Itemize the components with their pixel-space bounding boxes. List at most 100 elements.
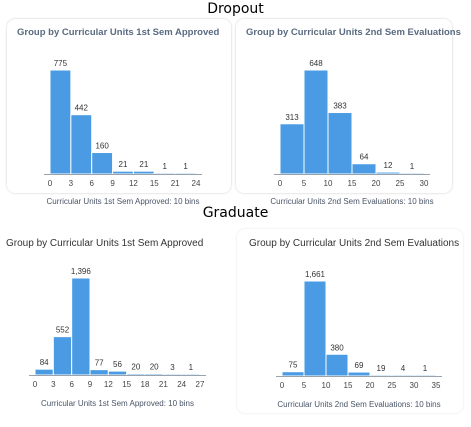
x-tick-label: 0 [33, 380, 38, 389]
histogram-bar [126, 373, 146, 376]
bar-value-label: 20 [150, 363, 159, 372]
bar-value-label: 1,661 [305, 270, 326, 279]
x-tick-label: 35 [432, 381, 441, 390]
bar-value-label: 84 [40, 358, 49, 367]
x-tick-label: 30 [420, 179, 429, 188]
x-tick-label: 12 [104, 380, 113, 389]
x-tick-label: 15 [344, 381, 353, 390]
histogram-bar [71, 277, 91, 376]
x-axis-label: Curricular Units 1st Sem Approved: 10 bi… [47, 197, 200, 206]
bar-value-label: 4 [401, 364, 406, 373]
x-tick-label: 21 [171, 179, 180, 188]
x-tick-label: 9 [110, 179, 115, 188]
x-tick-label: 21 [159, 380, 168, 389]
x-tick-label: 5 [302, 179, 307, 188]
x-tick-label: 3 [69, 179, 74, 188]
histogram-bar [325, 353, 349, 377]
x-tick-label: 24 [177, 380, 186, 389]
bar-value-label: 648 [309, 59, 323, 68]
histogram-bar [399, 172, 425, 175]
chart-title: Group by Curricular Units 1st Sem Approv… [17, 27, 220, 38]
x-tick-label: 0 [48, 179, 53, 188]
x-tick-label: 20 [366, 381, 375, 390]
bar-value-label: 1 [162, 162, 167, 171]
bar-value-label: 69 [355, 361, 364, 370]
bar-value-label: 19 [377, 364, 386, 373]
bar-value-label: 442 [75, 104, 89, 113]
bar-value-label: 21 [119, 160, 128, 169]
x-tick-label: 12 [129, 179, 138, 188]
bar-value-label: 1,396 [71, 267, 92, 276]
x-axis-label: Curricular Units 2nd Sem Evaluations: 10… [277, 400, 440, 409]
chart-card-graduate-1st-sem-approved: Group by Curricular Units 1st Sem Approv… [0, 229, 231, 413]
histogram-bar [132, 170, 155, 175]
bar-value-label: 3 [170, 363, 175, 372]
bar-value-label: 1 [183, 162, 188, 171]
histogram-bar [34, 368, 54, 376]
bar-value-label: 160 [95, 142, 109, 151]
histogram-bar [351, 163, 377, 175]
x-tick-label: 27 [196, 380, 205, 389]
histogram-bar [52, 336, 73, 376]
bar-value-label: 380 [330, 343, 344, 352]
histogram-bar [369, 374, 393, 377]
bar-value-label: 12 [384, 161, 393, 170]
histogram-bar [303, 280, 327, 377]
bar-value-label: 77 [95, 359, 104, 368]
bar-value-label: 64 [360, 153, 369, 162]
x-tick-label: 10 [322, 381, 331, 390]
bar-value-label: 75 [289, 361, 298, 370]
histogram-bar [391, 374, 415, 377]
x-tick-label: 25 [388, 381, 397, 390]
x-tick-label: 30 [410, 381, 419, 390]
x-tick-label: 3 [51, 380, 56, 389]
histogram-bar [174, 172, 197, 175]
x-tick-label: 0 [280, 381, 285, 390]
x-tick-label: 25 [396, 179, 405, 188]
chart-title: Group by Curricular Units 1st Sem Approv… [6, 238, 204, 249]
bar-value-label: 313 [285, 113, 299, 122]
x-tick-label: 10 [324, 179, 333, 188]
x-tick-label: 15 [348, 179, 357, 188]
x-axis-label: Curricular Units 1st Sem Approved: 10 bi… [41, 399, 194, 408]
bar-value-label: 383 [333, 102, 347, 111]
bar-value-label: 1 [189, 363, 194, 372]
bar-value-label: 1 [423, 364, 428, 373]
histogram-bar [279, 123, 305, 175]
bar-value-label: 1 [410, 162, 415, 171]
histogram-bar [70, 114, 93, 175]
chart-card-graduate-2nd-sem-evaluations: Group by Curricular Units 2nd Sem Evalua… [237, 229, 463, 413]
chart-card-dropout-1st-sem-approved: Group by Curricular Units 1st Sem Approv… [7, 19, 231, 206]
bar-value-label: 552 [56, 326, 70, 335]
histogram-chart: 84 552 1,396 77 56 20 20 3 1 0 3 6 9 12 15 18 21 24 27 Curr… [29, 267, 206, 408]
histogram-bar [347, 371, 371, 377]
bar-value-label: 21 [139, 160, 148, 169]
chart-card-dropout-2nd-sem-evaluations: Group by Curricular Units 2nd Sem Evalua… [236, 19, 461, 206]
histogram-bar [91, 152, 114, 175]
x-tick-label: 6 [89, 179, 94, 188]
histogram-bar [281, 371, 305, 377]
histogram-bar [327, 112, 353, 175]
section-title-graduate: Graduate [202, 205, 269, 221]
x-tick-label: 18 [141, 380, 150, 389]
histogram-bar [303, 69, 329, 175]
histogram-bar [413, 374, 437, 377]
histogram-bar [144, 373, 164, 376]
x-tick-label: 0 [278, 179, 283, 188]
bar-value-label: 56 [113, 360, 122, 369]
x-tick-label: 6 [69, 380, 74, 389]
bar-value-label: 775 [54, 59, 68, 68]
histogram-bar [89, 369, 109, 376]
histogram-bar [153, 172, 176, 175]
histogram-bar [162, 373, 183, 376]
section-title-dropout: Dropout [207, 1, 264, 17]
histogram-bar [112, 170, 134, 175]
bar-value-label: 20 [131, 363, 140, 372]
histogram-bar [375, 171, 401, 175]
x-tick-label: 24 [192, 179, 201, 188]
chart-title: Group by Curricular Units 2nd Sem Evalua… [246, 27, 461, 38]
x-tick-label: 5 [302, 381, 307, 390]
